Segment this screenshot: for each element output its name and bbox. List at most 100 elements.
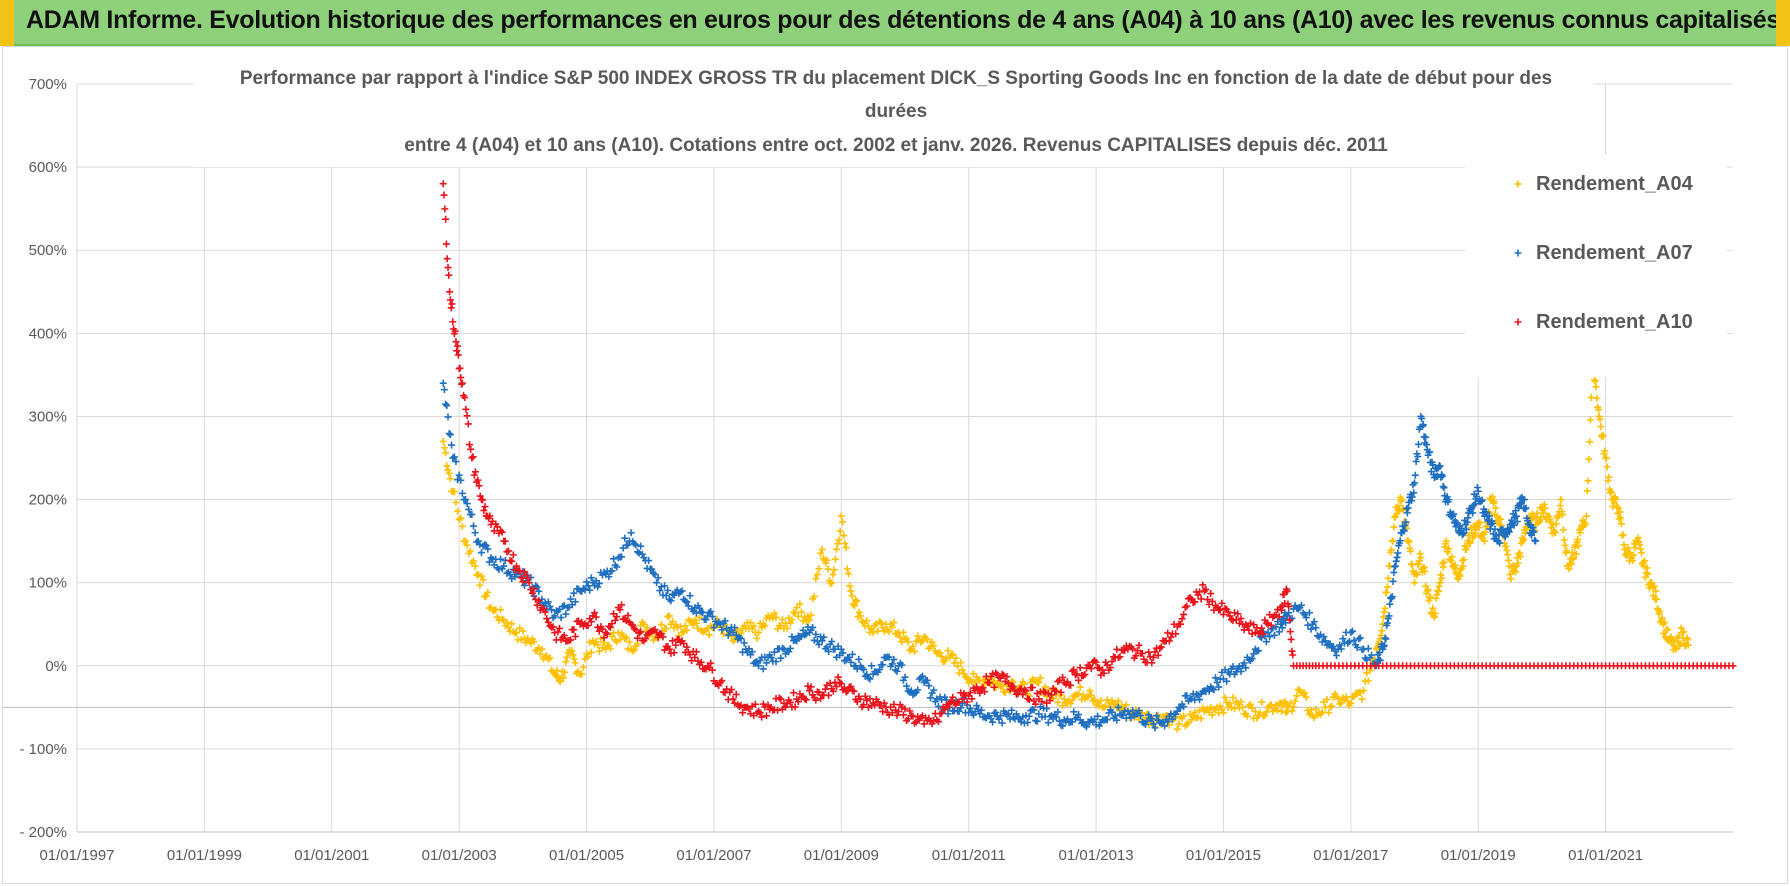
point-Rendement_A04 [1328, 702, 1336, 710]
point-Rendement_A04 [1549, 521, 1557, 529]
point-Rendement_A04 [1213, 703, 1221, 711]
point-Rendement_A07 [1164, 718, 1172, 726]
point-Rendement_A07 [474, 537, 482, 545]
point-Rendement_A04 [750, 622, 758, 630]
point-Rendement_A07 [468, 511, 476, 519]
point-Rendement_A07 [977, 706, 985, 714]
point-Rendement_A07 [1345, 638, 1353, 646]
point-Rendement_A07 [772, 658, 780, 666]
point-Rendement_A07 [699, 609, 707, 617]
point-Rendement_A10 [1041, 688, 1049, 696]
point-Rendement_A04 [1226, 699, 1234, 707]
point-Rendement_A10 [1204, 596, 1212, 604]
point-Rendement_A04 [1603, 463, 1611, 471]
point-Rendement_A04 [747, 619, 755, 627]
point-Rendement_A04 [508, 620, 516, 628]
point-Rendement_A07 [976, 710, 984, 718]
point-Rendement_A04 [463, 541, 471, 549]
point-Rendement_A10 [528, 589, 536, 597]
point-Rendement_A04 [1001, 688, 1009, 696]
point-Rendement_A10 [890, 700, 898, 708]
point-Rendement_A10 [1108, 658, 1116, 666]
point-Rendement_A04 [1175, 720, 1183, 728]
point-Rendement_A04 [1097, 697, 1105, 705]
point-Rendement_A07 [1297, 601, 1305, 609]
point-Rendement_A07 [595, 579, 603, 587]
point-Rendement_A10 [466, 441, 474, 449]
x-tick-label: 01/01/2011 [932, 847, 1006, 864]
point-Rendement_A04 [936, 649, 944, 657]
point-Rendement_A04 [1656, 608, 1664, 616]
point-Rendement_A04 [1247, 700, 1255, 708]
point-Rendement_A07 [1473, 492, 1481, 500]
point-Rendement_A04 [1426, 593, 1434, 601]
point-Rendement_A04 [1325, 709, 1333, 717]
title-line: durées [865, 101, 927, 122]
point-Rendement_A10 [1172, 630, 1180, 638]
title-background [193, 55, 1593, 167]
point-Rendement_A04 [1272, 701, 1280, 709]
point-Rendement_A07 [465, 505, 473, 513]
point-Rendement_A04 [538, 645, 546, 653]
point-Rendement_A10 [1032, 700, 1040, 708]
point-Rendement_A10 [441, 205, 449, 213]
point-Rendement_A04 [1342, 693, 1350, 701]
point-Rendement_A10 [825, 691, 833, 699]
point-Rendement_A10 [445, 271, 453, 279]
point-Rendement_A07 [1496, 539, 1504, 547]
point-Rendement_A10 [584, 622, 592, 630]
point-Rendement_A04 [1586, 416, 1594, 424]
point-Rendement_A04 [1612, 495, 1620, 503]
point-Rendement_A04 [1556, 502, 1564, 510]
point-Rendement_A04 [810, 592, 818, 600]
x-tick-label: 01/01/2003 [422, 847, 497, 864]
point-Rendement_A04 [1644, 570, 1652, 578]
point-Rendement_A07 [1532, 537, 1540, 545]
point-Rendement_A07 [1278, 624, 1286, 632]
point-Rendement_A04 [1389, 537, 1397, 545]
point-Rendement_A04 [530, 638, 538, 646]
point-Rendement_A04 [954, 662, 962, 670]
point-Rendement_A07 [1418, 415, 1426, 423]
point-Rendement_A07 [608, 567, 616, 575]
point-Rendement_A04 [446, 475, 454, 483]
point-Rendement_A04 [1680, 628, 1688, 636]
point-Rendement_A04 [476, 581, 484, 589]
point-Rendement_A04 [584, 653, 592, 661]
point-Rendement_A10 [555, 624, 563, 632]
point-Rendement_A10 [448, 300, 456, 308]
point-Rendement_A07 [458, 489, 466, 497]
chart-area: 700% 600% 500% 400% 300% 200% 100% 0% - 100% - 20… [2, 46, 1788, 884]
point-Rendement_A04 [598, 644, 606, 652]
point-Rendement_A04 [1572, 550, 1580, 558]
point-Rendement_A04 [439, 437, 447, 445]
point-Rendement_A10 [603, 630, 611, 638]
point-Rendement_A07 [1137, 712, 1145, 720]
x-tick-label: 01/01/2001 [294, 847, 369, 864]
point-Rendement_A07 [1032, 717, 1040, 725]
point-Rendement_A10 [1208, 597, 1216, 605]
point-Rendement_A07 [1419, 421, 1427, 429]
point-Rendement_A07 [812, 630, 820, 638]
point-Rendement_A07 [1030, 706, 1038, 714]
point-Rendement_A10 [966, 689, 974, 697]
point-Rendement_A10 [501, 537, 509, 545]
point-Rendement_A10 [479, 496, 487, 504]
point-Rendement_A10 [439, 180, 447, 188]
point-Rendement_A04 [969, 670, 977, 678]
point-Rendement_A04 [840, 532, 848, 540]
point-Rendement_A04 [457, 514, 465, 522]
point-Rendement_A07 [923, 676, 931, 684]
x-tick-label: 01/01/2007 [676, 847, 751, 864]
point-Rendement_A07 [848, 650, 856, 658]
point-Rendement_A04 [571, 659, 579, 667]
point-Rendement_A04 [1456, 572, 1464, 580]
point-Rendement_A04 [852, 596, 860, 604]
point-Rendement_A07 [635, 549, 643, 557]
point-Rendement_A04 [1347, 699, 1355, 707]
point-Rendement_A07 [548, 606, 556, 614]
point-Rendement_A04 [1504, 556, 1512, 564]
point-Rendement_A04 [680, 628, 688, 636]
point-Rendement_A07 [837, 645, 845, 653]
point-Rendement_A04 [1301, 689, 1309, 697]
